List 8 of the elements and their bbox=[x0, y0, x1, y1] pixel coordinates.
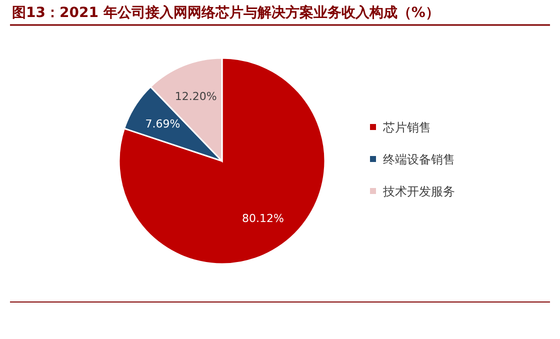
data-label: 12.20% bbox=[174, 90, 217, 104]
legend-label: 技术开发服务 bbox=[382, 184, 455, 198]
chart-title: 图13：2021 年公司接入网网络芯片与解决方案业务收入构成（%） bbox=[12, 4, 440, 21]
legend-label: 终端设备销售 bbox=[383, 152, 455, 166]
pie-slice bbox=[118, 57, 326, 265]
data-label: 7.69% bbox=[145, 118, 180, 131]
legend-label: 芯片销售 bbox=[382, 120, 431, 134]
data-label: 80.12% bbox=[242, 212, 284, 225]
